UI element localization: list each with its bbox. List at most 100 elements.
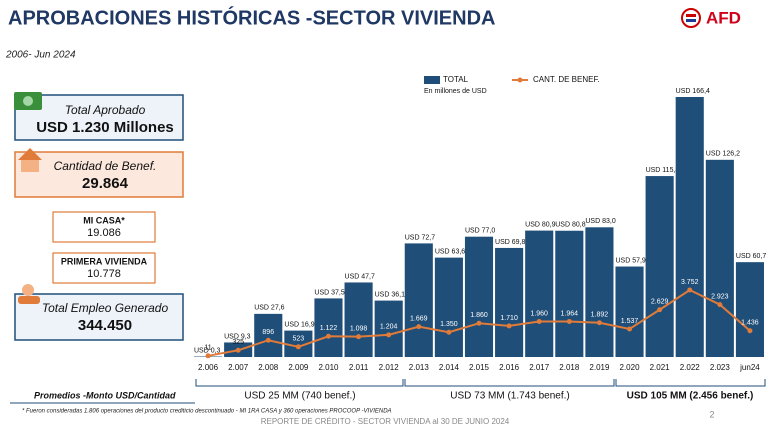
bar-value-label: USD 47,7: [345, 273, 375, 280]
bar-value-label: USD 16,9: [284, 321, 314, 328]
workers-icon: [18, 296, 40, 304]
bar-value-label: USD 72,7: [405, 234, 435, 241]
x-tick-label: 2.012: [379, 363, 400, 372]
line-point: [477, 321, 482, 326]
line-value-label: 1.436: [741, 320, 759, 327]
kpi-value: USD 1.230 Millones: [36, 119, 174, 136]
x-tick-label: 2.019: [589, 363, 610, 372]
bar-value-label: USD 57,9: [615, 257, 645, 264]
x-tick-label: 2.021: [650, 363, 671, 372]
line-point: [206, 353, 211, 358]
line-value-label: 1.669: [410, 315, 428, 322]
footnote: * Fueron consideradas 1.806 operaciones …: [22, 409, 392, 415]
kpi-value: 19.086: [87, 227, 121, 239]
workers-icon: [22, 284, 34, 296]
period-average: USD 73 MM (1.743 benef.): [450, 391, 570, 402]
bar: [676, 97, 704, 357]
line-value-label: 896: [262, 329, 274, 336]
kpi-label: Total Aprobado: [65, 103, 146, 117]
line-value-label: 325: [232, 339, 244, 346]
logo-seal: [682, 9, 700, 27]
kpi-label: MI CASA*: [83, 215, 125, 225]
line-value-label: 1.960: [530, 310, 548, 317]
kpi-value: 344.450: [78, 317, 132, 334]
line-point: [326, 334, 331, 339]
line-value-label: 2.923: [711, 293, 729, 300]
bar-value-label: USD 80,9: [525, 221, 555, 228]
x-tick-label: 2.007: [228, 363, 249, 372]
x-tick-label: 2.008: [258, 363, 279, 372]
footer: REPORTE DE CRÉDITO - SECTOR VIVIENDA al …: [261, 417, 510, 426]
x-tick-label: 2.009: [288, 363, 309, 372]
bar: [525, 231, 553, 357]
bar: [465, 237, 493, 357]
period-bracket: [616, 379, 765, 386]
line-value-label: 1.860: [470, 312, 488, 319]
period-average: USD 25 MM (740 benef.): [244, 391, 355, 402]
line-point: [236, 348, 241, 353]
line-point: [567, 319, 572, 324]
x-tick-label: 2.011: [349, 363, 369, 372]
logo-flag: [686, 19, 696, 22]
line-point: [657, 307, 662, 312]
page-number: 2: [709, 409, 714, 419]
money-icon: [23, 96, 33, 106]
line-value-label: 1.098: [350, 326, 368, 333]
legend-note: En millones de USD: [424, 88, 487, 95]
line-value-label: 1.204: [380, 324, 398, 331]
line-point: [296, 344, 301, 349]
line-point: [627, 326, 632, 331]
bar-value-label: USD 27,6: [254, 305, 284, 312]
bar: [435, 258, 463, 357]
bar: [706, 160, 734, 357]
kpi-value: 29.864: [82, 175, 129, 192]
bar-value-label: USD 60,7: [736, 253, 766, 260]
line-value-label: 1.537: [621, 318, 639, 325]
line-point: [597, 320, 602, 325]
bar-value-label: USD 166,4: [676, 88, 710, 95]
logo-flag: [686, 14, 696, 17]
bar-value-label: USD 63,6: [435, 248, 465, 255]
x-tick-label: jun24: [739, 363, 760, 372]
legend-label: CANT. DE BENEF.: [533, 75, 600, 84]
bar-value-label: USD 69,8: [495, 239, 525, 246]
line-value-label: 523: [293, 336, 305, 343]
legend-swatch: [424, 76, 440, 84]
bar-value-label: USD 37,5: [314, 289, 344, 296]
line-value-label: 1.964: [561, 310, 579, 317]
x-tick-label: 2.013: [409, 363, 430, 372]
line-point: [266, 338, 271, 343]
line-value-label: 2.629: [651, 299, 669, 306]
line-point: [687, 288, 692, 293]
period-bracket: [405, 379, 614, 386]
legend-swatch: [518, 78, 523, 83]
x-tick-label: 2.016: [499, 363, 520, 372]
line-value-label: 1.350: [440, 321, 458, 328]
line-point: [537, 319, 542, 324]
line-point: [747, 328, 752, 333]
line-point: [446, 330, 451, 335]
line-point: [717, 302, 722, 307]
bar: [615, 267, 643, 357]
period-bracket: [196, 379, 403, 386]
bar: [495, 248, 523, 357]
legend-label: TOTAL: [443, 75, 469, 84]
bar: [405, 243, 433, 357]
x-tick-label: 2.020: [620, 363, 641, 372]
x-tick-label: 2.022: [680, 363, 701, 372]
line-point: [416, 324, 421, 329]
x-tick-label: 2.018: [559, 363, 580, 372]
x-tick-label: 2.014: [439, 363, 460, 372]
bar: [585, 227, 613, 357]
line-value-label: 1.892: [591, 312, 609, 319]
bar-value-label: USD 80,8: [555, 222, 585, 229]
bar-value-label: USD 126,2: [706, 151, 740, 158]
line-point: [507, 323, 512, 328]
x-tick-label: 2.006: [198, 363, 219, 372]
x-tick-label: 2.023: [710, 363, 731, 372]
line-value-label: 1.710: [500, 315, 518, 322]
line-value-label: 3.752: [681, 279, 699, 286]
kpi-value: 10.778: [87, 268, 121, 280]
bar-value-label: USD 36,1: [375, 291, 405, 298]
